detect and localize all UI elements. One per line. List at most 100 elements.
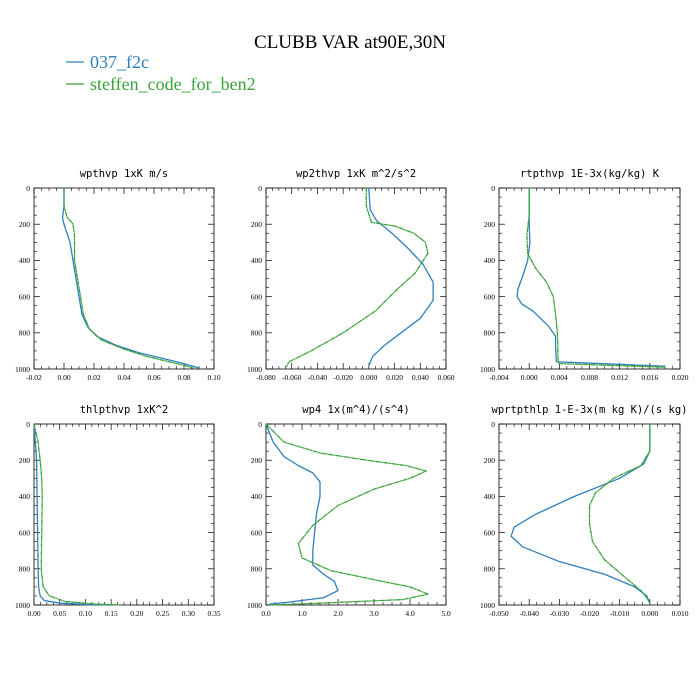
x-tick-label: 0.008 bbox=[581, 373, 598, 382]
x-tick-label: 0.020 bbox=[386, 373, 403, 382]
x-tick-label: 3.0 bbox=[369, 609, 379, 618]
series-line-steffen bbox=[285, 187, 429, 367]
x-tick-label: 0.012 bbox=[611, 373, 628, 382]
series-line-steffen bbox=[63, 187, 194, 369]
chart-panel-6: wprtpthlp 1-E-3x(m kg K)/(s kg) -0.050 -0.… bbox=[480, 404, 689, 618]
chart-panels: wpthvp 1xK m/s-0.02 0.00 0.02 0.04 0.06 0.08 0… bbox=[15, 168, 689, 618]
x-tick-label: 0.000 bbox=[641, 609, 658, 618]
legend-label-037-f2c: 037_f2c bbox=[90, 52, 149, 72]
x-tick-label: -0.080 bbox=[256, 373, 276, 382]
x-tick-label: -0.02 bbox=[26, 373, 42, 382]
y-tick-label: 0 bbox=[26, 420, 30, 429]
x-tick-label: 0.010 bbox=[672, 609, 689, 618]
legend-label-steffen: steffen_code_for_ben2 bbox=[90, 74, 256, 94]
y-tick-label: 600 bbox=[484, 528, 496, 537]
y-tick-label: 0 bbox=[258, 184, 262, 193]
x-tick-label: 0.10 bbox=[79, 609, 92, 618]
x-tick-label: -0.040 bbox=[308, 373, 328, 382]
x-tick-label: 0.30 bbox=[182, 609, 195, 618]
x-tick-label: -0.060 bbox=[282, 373, 302, 382]
x-tick-label: 5.0 bbox=[441, 609, 451, 618]
y-tick-label: 200 bbox=[251, 220, 263, 229]
y-tick-label: 200 bbox=[19, 456, 31, 465]
y-tick-label: 800 bbox=[19, 329, 31, 338]
y-tick-label: 400 bbox=[484, 492, 496, 501]
y-tick-label: 800 bbox=[484, 565, 496, 574]
y-tick-label: 0 bbox=[491, 420, 495, 429]
y-tick-label: 800 bbox=[19, 565, 31, 574]
y-tick-label: 200 bbox=[484, 220, 496, 229]
x-tick-label: 4.0 bbox=[405, 609, 415, 618]
panel-title: wp2thvp 1xK m^2/s^2 bbox=[296, 168, 416, 180]
y-tick-label: 200 bbox=[19, 220, 31, 229]
y-tick-label: 800 bbox=[251, 329, 263, 338]
series-line-037-f2c bbox=[265, 423, 339, 605]
y-tick-label: 800 bbox=[484, 329, 496, 338]
plot-frame bbox=[498, 187, 681, 370]
x-tick-label: 0.004 bbox=[551, 373, 568, 382]
x-tick-label: 0.10 bbox=[207, 373, 220, 382]
series-line-steffen bbox=[33, 423, 123, 606]
panel-title: thlpthvp 1xK^2 bbox=[80, 404, 169, 416]
y-tick-label: 0 bbox=[491, 184, 495, 193]
legend: 037_f2c steffen_code_for_ben2 bbox=[66, 52, 256, 94]
y-tick-label: 400 bbox=[251, 256, 263, 265]
x-tick-label: -0.020 bbox=[580, 609, 600, 618]
y-tick-label: 0 bbox=[26, 184, 30, 193]
x-tick-label: -0.040 bbox=[519, 609, 539, 618]
chart-panel-4: thlpthvp 1xK^2 0.00 0.05 0.10 0.15 0.20 0.25 0.… bbox=[15, 404, 221, 618]
y-tick-label: 800 bbox=[251, 565, 263, 574]
panel-title: rtpthvp 1E-3x(kg/kg) K bbox=[520, 168, 660, 180]
x-tick-label: -0.020 bbox=[333, 373, 353, 382]
y-tick-label: 0 bbox=[258, 420, 262, 429]
x-tick-label: 0.060 bbox=[438, 373, 455, 382]
x-tick-label: 0.05 bbox=[53, 609, 66, 618]
x-tick-label: -0.010 bbox=[610, 609, 630, 618]
y-tick-label: 600 bbox=[484, 292, 496, 301]
y-tick-label: 600 bbox=[19, 292, 31, 301]
series-line-037-f2c bbox=[510, 423, 651, 604]
x-tick-label: 0.20 bbox=[130, 609, 143, 618]
x-tick-label: 0.040 bbox=[412, 373, 429, 382]
figure-title: CLUBB VAR at90E,30N bbox=[254, 32, 446, 53]
panel-title: wp4 1x(m^4)/(s^4) bbox=[302, 404, 409, 416]
series-line-037-f2c bbox=[33, 423, 112, 606]
series-line-037-f2c bbox=[516, 187, 666, 367]
y-tick-label: 600 bbox=[19, 528, 31, 537]
chart-panel-1: wpthvp 1xK m/s -0.02 0.00 0.02 0.04 0.06 0.08 0… bbox=[15, 168, 221, 382]
y-tick-label: 1000 bbox=[15, 601, 30, 610]
y-tick-label: 200 bbox=[484, 456, 496, 465]
y-tick-label: 1000 bbox=[480, 365, 495, 374]
y-tick-label: 400 bbox=[19, 492, 31, 501]
series-line-steffen bbox=[526, 187, 666, 368]
x-tick-label: 0.00 bbox=[27, 609, 40, 618]
x-tick-label: 0.04 bbox=[117, 373, 130, 382]
x-tick-label: 0.15 bbox=[105, 609, 118, 618]
plot-frame bbox=[33, 423, 215, 606]
x-tick-label: 0.02 bbox=[87, 373, 100, 382]
y-tick-label: 1000 bbox=[247, 365, 262, 374]
x-tick-label: 0.016 bbox=[641, 373, 658, 382]
x-tick-label: -0.004 bbox=[489, 373, 509, 382]
chart-panel-5: wp4 1x(m^4)/(s^4) 0.0 1.0 2.0 3.0 4.0 5.0 0 200 4… bbox=[247, 404, 451, 618]
x-tick-label: 0.0 bbox=[261, 609, 271, 618]
x-tick-label: 0.35 bbox=[207, 609, 220, 618]
series-line-037-f2c bbox=[61, 187, 200, 369]
x-tick-label: 0.08 bbox=[177, 373, 190, 382]
x-tick-label: -0.050 bbox=[489, 609, 509, 618]
x-tick-label: 0.06 bbox=[147, 373, 160, 382]
series-line-steffen bbox=[265, 423, 429, 606]
chart-panel-3: rtpthvp 1E-3x(kg/kg) K -0.004 0.000 0.004 0.… bbox=[480, 168, 689, 382]
x-tick-label: 0.000 bbox=[521, 373, 538, 382]
plot-frame bbox=[265, 187, 447, 370]
chart-panel-2: wp2thvp 1xK m^2/s^2 -0.080 -0.060 -0.040 -0.… bbox=[247, 168, 455, 382]
panel-title: wprtpthlp 1-E-3x(m kg K)/(s kg) bbox=[492, 404, 688, 416]
plot-frame bbox=[33, 187, 215, 370]
series-line-steffen bbox=[588, 423, 651, 604]
x-tick-label: 0.020 bbox=[672, 373, 689, 382]
y-tick-label: 200 bbox=[251, 456, 263, 465]
y-tick-label: 1000 bbox=[15, 365, 30, 374]
y-tick-label: 400 bbox=[484, 256, 496, 265]
y-tick-label: 600 bbox=[251, 292, 263, 301]
